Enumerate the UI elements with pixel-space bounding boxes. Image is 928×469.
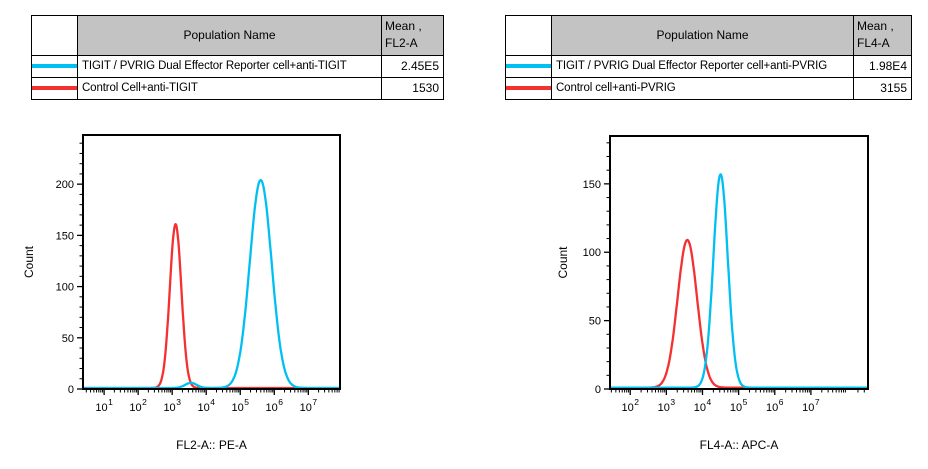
mean-header: Mean , FL4-A [853, 15, 912, 56]
series-color-line [32, 64, 77, 69]
population-name-cell: TIGIT / PVRIG Dual Effector Reporter cel… [551, 54, 854, 78]
y-tick-label: 0 [595, 384, 601, 396]
x-tick-label: 103 [658, 397, 676, 414]
x-tick-label: 105 [232, 397, 250, 414]
histogram-curve [81, 223, 342, 390]
y-tick-label: 200 [56, 179, 74, 191]
y-tick-label: 50 [589, 316, 601, 328]
x-tick-label: 106 [766, 397, 784, 414]
table-header-row: Population Name Mean , FL2-A [31, 15, 444, 56]
mean-value-cell: 2.45E5 [381, 54, 444, 78]
table-row: TIGIT / PVRIG Dual Effector Reporter cel… [31, 54, 444, 78]
population-name-header: Population Name [551, 15, 854, 56]
histogram-curve [81, 178, 342, 390]
plot-frame [82, 134, 341, 390]
mean-header-line1: Mean , [857, 19, 894, 33]
series-swatch-cell [31, 76, 78, 100]
flow-histogram-left: 101 102 103 104 105 106 107 0 50 100 150 200 Count FL… [22, 134, 342, 452]
y-tick-label: 100 [56, 282, 74, 294]
table-row: Control cell+anti-PVRIG 3155 [505, 76, 912, 100]
y-axis-title: Count [22, 245, 36, 278]
histogram-curve [608, 173, 870, 389]
flow-histogram-right: 102 103 104 105 106 107 0 50 100 150CountFL4-A:: … [556, 135, 870, 452]
x-tick-label: 107 [802, 397, 820, 414]
y-axis-title: Count [556, 246, 570, 279]
series-color-line [506, 86, 551, 91]
y-tick-label: 0 [68, 384, 74, 396]
mean-value-cell: 3155 [853, 76, 912, 100]
series-swatch-cell [505, 54, 552, 78]
x-tick-label: 105 [730, 397, 748, 414]
swatch-header-cell [505, 15, 552, 56]
x-tick-label: 104 [197, 397, 215, 414]
plot-frame [609, 135, 869, 390]
table-row: TIGIT / PVRIG Dual Effector Reporter cel… [505, 54, 912, 78]
population-name-cell: Control cell+anti-PVRIG [551, 76, 854, 100]
axes: 101 102 103 104 105 106 107 0 50 100 150 200 [56, 142, 340, 414]
y-tick-label: 150 [56, 230, 74, 242]
histogram-curve [608, 238, 870, 389]
series-swatch-cell [505, 76, 552, 100]
mean-value-cell: 1530 [381, 76, 444, 100]
series-color-line [32, 86, 77, 91]
x-tick-label: 101 [95, 397, 113, 414]
mean-header-line2: FL2-A [385, 36, 418, 51]
table-header-row: Population Name Mean , FL4-A [505, 15, 912, 56]
x-tick-label: 102 [621, 397, 639, 414]
population-name-header: Population Name [77, 15, 382, 56]
mean-header: Mean , FL2-A [381, 15, 444, 56]
x-tick-label: 102 [129, 397, 147, 414]
y-tick-label: 100 [583, 247, 601, 259]
mean-header-line2: FL4-A [857, 36, 890, 51]
x-tick-label: 103 [163, 397, 181, 414]
x-axis-title: FL2-A:: PE-A [176, 438, 247, 452]
swatch-header-cell [31, 15, 78, 56]
y-tick-label: 50 [62, 333, 74, 345]
mean-header-line1: Mean , [385, 19, 422, 33]
y-tick-label: 150 [583, 179, 601, 191]
x-tick-label: 106 [266, 397, 284, 414]
population-name-cell: Control Cell+anti-TIGIT [77, 76, 382, 100]
population-table-left: Population Name Mean , FL2-A TIGIT / PVRI… [31, 15, 444, 100]
table-row: Control Cell+anti-TIGIT 1530 [31, 76, 444, 100]
mean-value-cell: 1.98E4 [853, 54, 912, 78]
population-name-cell: TIGIT / PVRIG Dual Effector Reporter cel… [77, 54, 382, 78]
x-tick-label: 104 [694, 397, 712, 414]
series-color-line [506, 64, 551, 69]
population-table-right: Population Name Mean , FL4-A TIGIT / PVRI… [505, 15, 912, 100]
series-swatch-cell [31, 54, 78, 78]
x-axis-title: FL4-A:: APC-A [700, 438, 779, 452]
x-tick-label: 107 [300, 397, 318, 414]
